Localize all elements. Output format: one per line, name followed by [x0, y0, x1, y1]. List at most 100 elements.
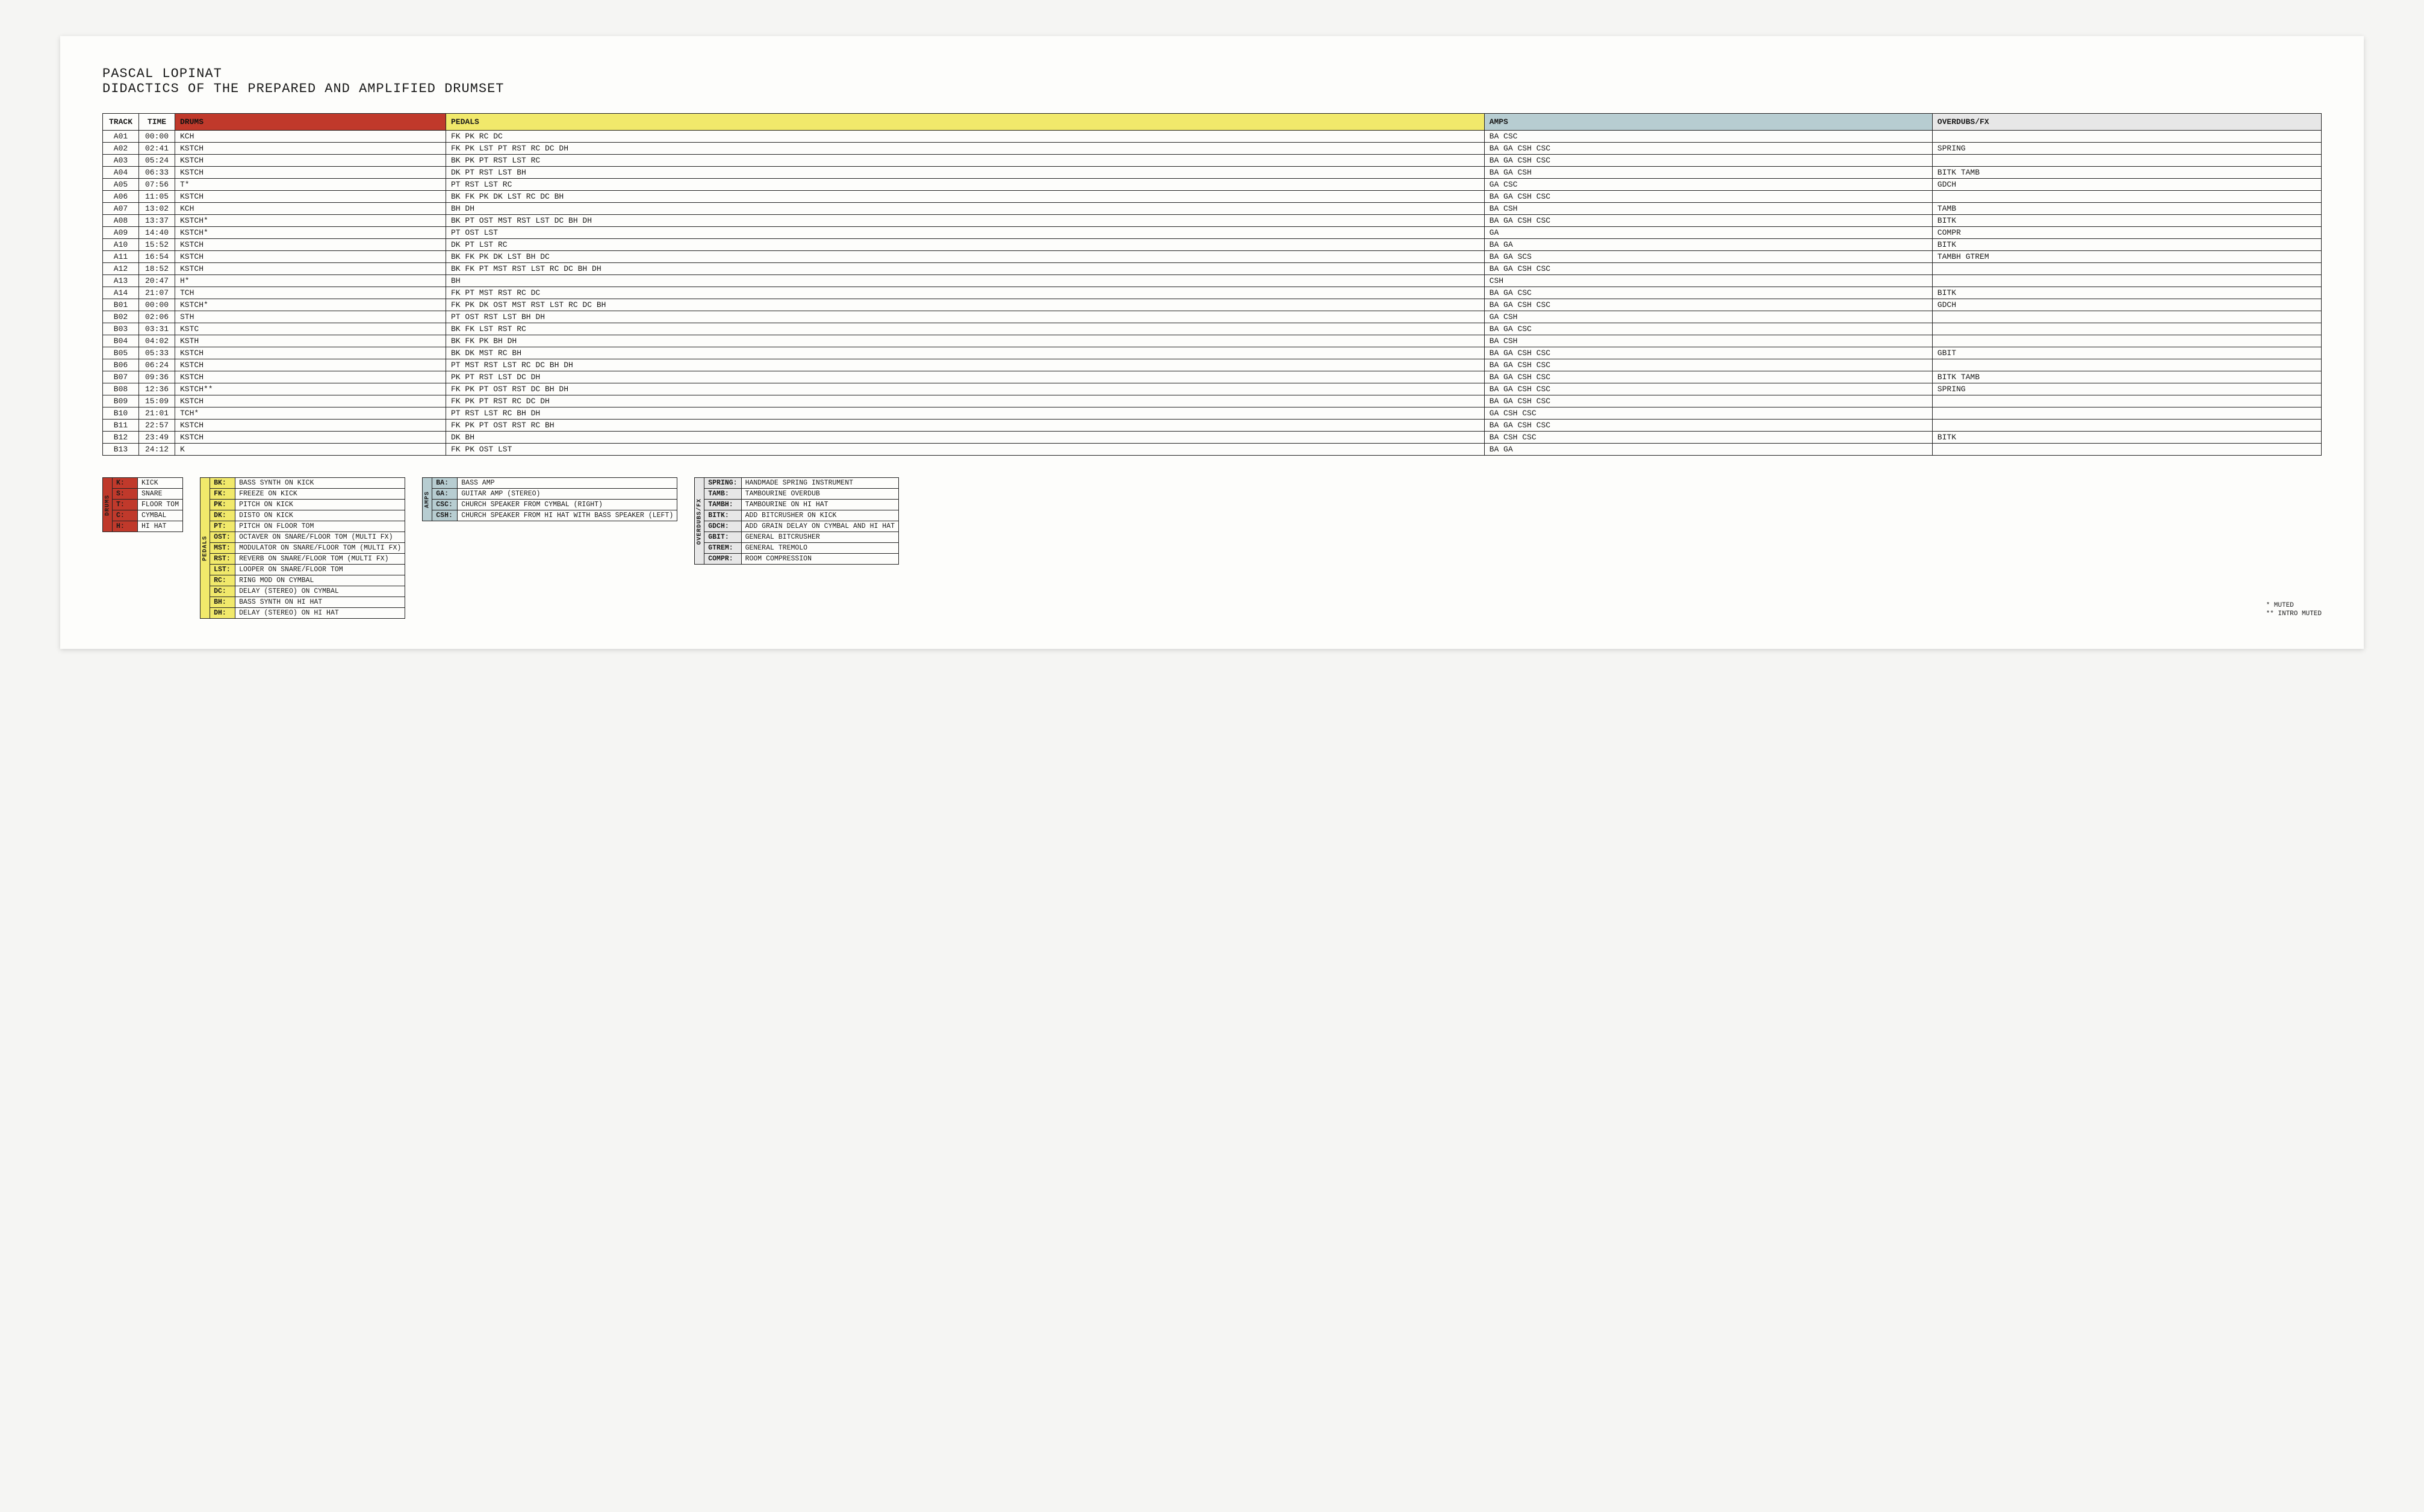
cell-drums: KSTCH*	[175, 227, 446, 239]
cell-overdubs	[1932, 407, 2321, 420]
legend-code: K:	[113, 478, 138, 489]
cell-time: 21:01	[139, 407, 175, 420]
legend-desc: REVERB ON SNARE/FLOOR TOM (MULTI FX)	[235, 554, 405, 565]
cell-overdubs	[1932, 263, 2321, 275]
cell-drums: KSTCH	[175, 432, 446, 444]
cell-pedals: PK PT RST LST DC DH	[446, 371, 1484, 383]
cell-pedals: DK PT LST RC	[446, 239, 1484, 251]
cell-drums: KCH	[175, 203, 446, 215]
cell-overdubs: GDCH	[1932, 299, 2321, 311]
cell-pedals: PT OST RST LST BH DH	[446, 311, 1484, 323]
cell-overdubs: BITK	[1932, 432, 2321, 444]
track-row: A1218:52KSTCHBK FK PT MST RST LST RC DC …	[103, 263, 2322, 275]
legend-code: GTREM:	[704, 543, 741, 554]
track-row: B1223:49KSTCHDK BHBA CSH CSCBITK	[103, 432, 2322, 444]
track-row: A0507:56T*PT RST LST RCGA CSCGDCH	[103, 179, 2322, 191]
legend-row: DC:DELAY (STEREO) ON CYMBAL	[200, 586, 405, 597]
cell-track: A09	[103, 227, 139, 239]
cell-track: A01	[103, 131, 139, 143]
cell-drums: KSTCH	[175, 239, 446, 251]
track-row: A0100:00KCHFK PK RC DCBA CSC	[103, 131, 2322, 143]
cell-drums: KSTCH	[175, 251, 446, 263]
legend-code: MST:	[210, 543, 235, 554]
track-row: B0404:02KSTHBK FK PK BH DHBA CSH	[103, 335, 2322, 347]
cell-amps: BA GA CSH CSC	[1484, 383, 1932, 395]
legend-code: DK:	[210, 510, 235, 521]
cell-time: 13:02	[139, 203, 175, 215]
cell-pedals: BK PT OST MST RST LST DC BH DH	[446, 215, 1484, 227]
legend-desc: TAMBOURINE ON HI HAT	[741, 500, 898, 510]
cell-overdubs	[1932, 323, 2321, 335]
legend-row: COMPR:ROOM COMPRESSION	[695, 554, 899, 565]
cell-pedals: FK PK PT OST RST RC BH	[446, 420, 1484, 432]
legend-code: GA:	[432, 489, 458, 500]
legend-desc: GENERAL BITCRUSHER	[741, 532, 898, 543]
legend-row: GBIT:GENERAL BITCRUSHER	[695, 532, 899, 543]
cell-pedals: BK FK PK DK LST BH DC	[446, 251, 1484, 263]
legend-code: GDCH:	[704, 521, 741, 532]
track-row: B1122:57KSTCHFK PK PT OST RST RC BHBA GA…	[103, 420, 2322, 432]
cell-amps: GA	[1484, 227, 1932, 239]
legend-amps: AMPSBA:BASS AMPGA:GUITAR AMP (STEREO)CSC…	[422, 477, 677, 521]
cell-time: 00:00	[139, 299, 175, 311]
legend-desc: BASS SYNTH ON KICK	[235, 478, 405, 489]
legend-section-label: OVERDUBS/FX	[695, 478, 704, 565]
legend-row: TAMB:TAMBOURINE OVERDUB	[695, 489, 899, 500]
cell-overdubs	[1932, 335, 2321, 347]
track-row: B0303:31KSTCBK FK LST RST RCBA GA CSC	[103, 323, 2322, 335]
legend-row: T:FLOOR TOM	[103, 500, 183, 510]
legend-code: BH:	[210, 597, 235, 608]
legend-section-label: DRUMS	[103, 478, 113, 532]
cell-drums: KSTCH	[175, 191, 446, 203]
cell-amps: GA CSH CSC	[1484, 407, 1932, 420]
legend-code: S:	[113, 489, 138, 500]
cell-time: 06:33	[139, 167, 175, 179]
cell-time: 22:57	[139, 420, 175, 432]
cell-pedals: FK PK DK OST MST RST LST RC DC BH	[446, 299, 1484, 311]
legend-code: PK:	[210, 500, 235, 510]
legend-code: LST:	[210, 565, 235, 575]
cell-amps: CSH	[1484, 275, 1932, 287]
cell-overdubs: BITK TAMB	[1932, 371, 2321, 383]
legend-row: CSC:CHURCH SPEAKER FROM CYMBAL (RIGHT)	[423, 500, 677, 510]
legend-code: BITK:	[704, 510, 741, 521]
footnote: ** INTRO MUTED	[2266, 610, 2322, 618]
cell-drums: KSTC	[175, 323, 446, 335]
legend-code: GBIT:	[704, 532, 741, 543]
cell-track: A14	[103, 287, 139, 299]
col-time: TIME	[139, 114, 175, 131]
legend-desc: RING MOD ON CYMBAL	[235, 575, 405, 586]
cell-amps: GA CSH	[1484, 311, 1932, 323]
cell-drums: KCH	[175, 131, 446, 143]
cell-track: B02	[103, 311, 139, 323]
legend-code: DC:	[210, 586, 235, 597]
track-row: B0915:09KSTCHFK PK PT RST RC DC DHBA GA …	[103, 395, 2322, 407]
liner-notes-sheet: PASCAL LOPINAT DIDACTICS OF THE PREPARED…	[60, 36, 2364, 649]
cell-pedals: BK FK PT MST RST LST RC DC BH DH	[446, 263, 1484, 275]
legend-pedals: PEDALSBK:BASS SYNTH ON KICKFK:FREEZE ON …	[200, 477, 405, 619]
track-row: B0100:00KSTCH*FK PK DK OST MST RST LST R…	[103, 299, 2322, 311]
legend-desc: LOOPER ON SNARE/FLOOR TOM	[235, 565, 405, 575]
legend-row: GA:GUITAR AMP (STEREO)	[423, 489, 677, 500]
cell-drums: KSTCH	[175, 155, 446, 167]
track-row: A0202:41KSTCHFK PK LST PT RST RC DC DHBA…	[103, 143, 2322, 155]
legend-code: H:	[113, 521, 138, 532]
legend-code: RST:	[210, 554, 235, 565]
col-track: TRACK	[103, 114, 139, 131]
cell-drums: KSTCH	[175, 359, 446, 371]
cell-track: A02	[103, 143, 139, 155]
legend-section-label: AMPS	[423, 478, 432, 521]
track-row: B0505:33KSTCHBK DK MST RC BHBA GA CSH CS…	[103, 347, 2322, 359]
cell-time: 11:05	[139, 191, 175, 203]
cell-overdubs	[1932, 444, 2321, 456]
cell-pedals: FK PK LST PT RST RC DC DH	[446, 143, 1484, 155]
col-drums: DRUMS	[175, 114, 446, 131]
legend-code: FK:	[210, 489, 235, 500]
legend-desc: KICK	[138, 478, 183, 489]
legend-section: DRUMSK:KICKS:SNARET:FLOOR TOMC:CYMBALH:H…	[102, 477, 2322, 619]
cell-pedals: PT RST LST RC BH DH	[446, 407, 1484, 420]
cell-overdubs	[1932, 395, 2321, 407]
cell-pedals: FK PK RC DC	[446, 131, 1484, 143]
legend-code: T:	[113, 500, 138, 510]
legend-row: OST:OCTAVER ON SNARE/FLOOR TOM (MULTI FX…	[200, 532, 405, 543]
